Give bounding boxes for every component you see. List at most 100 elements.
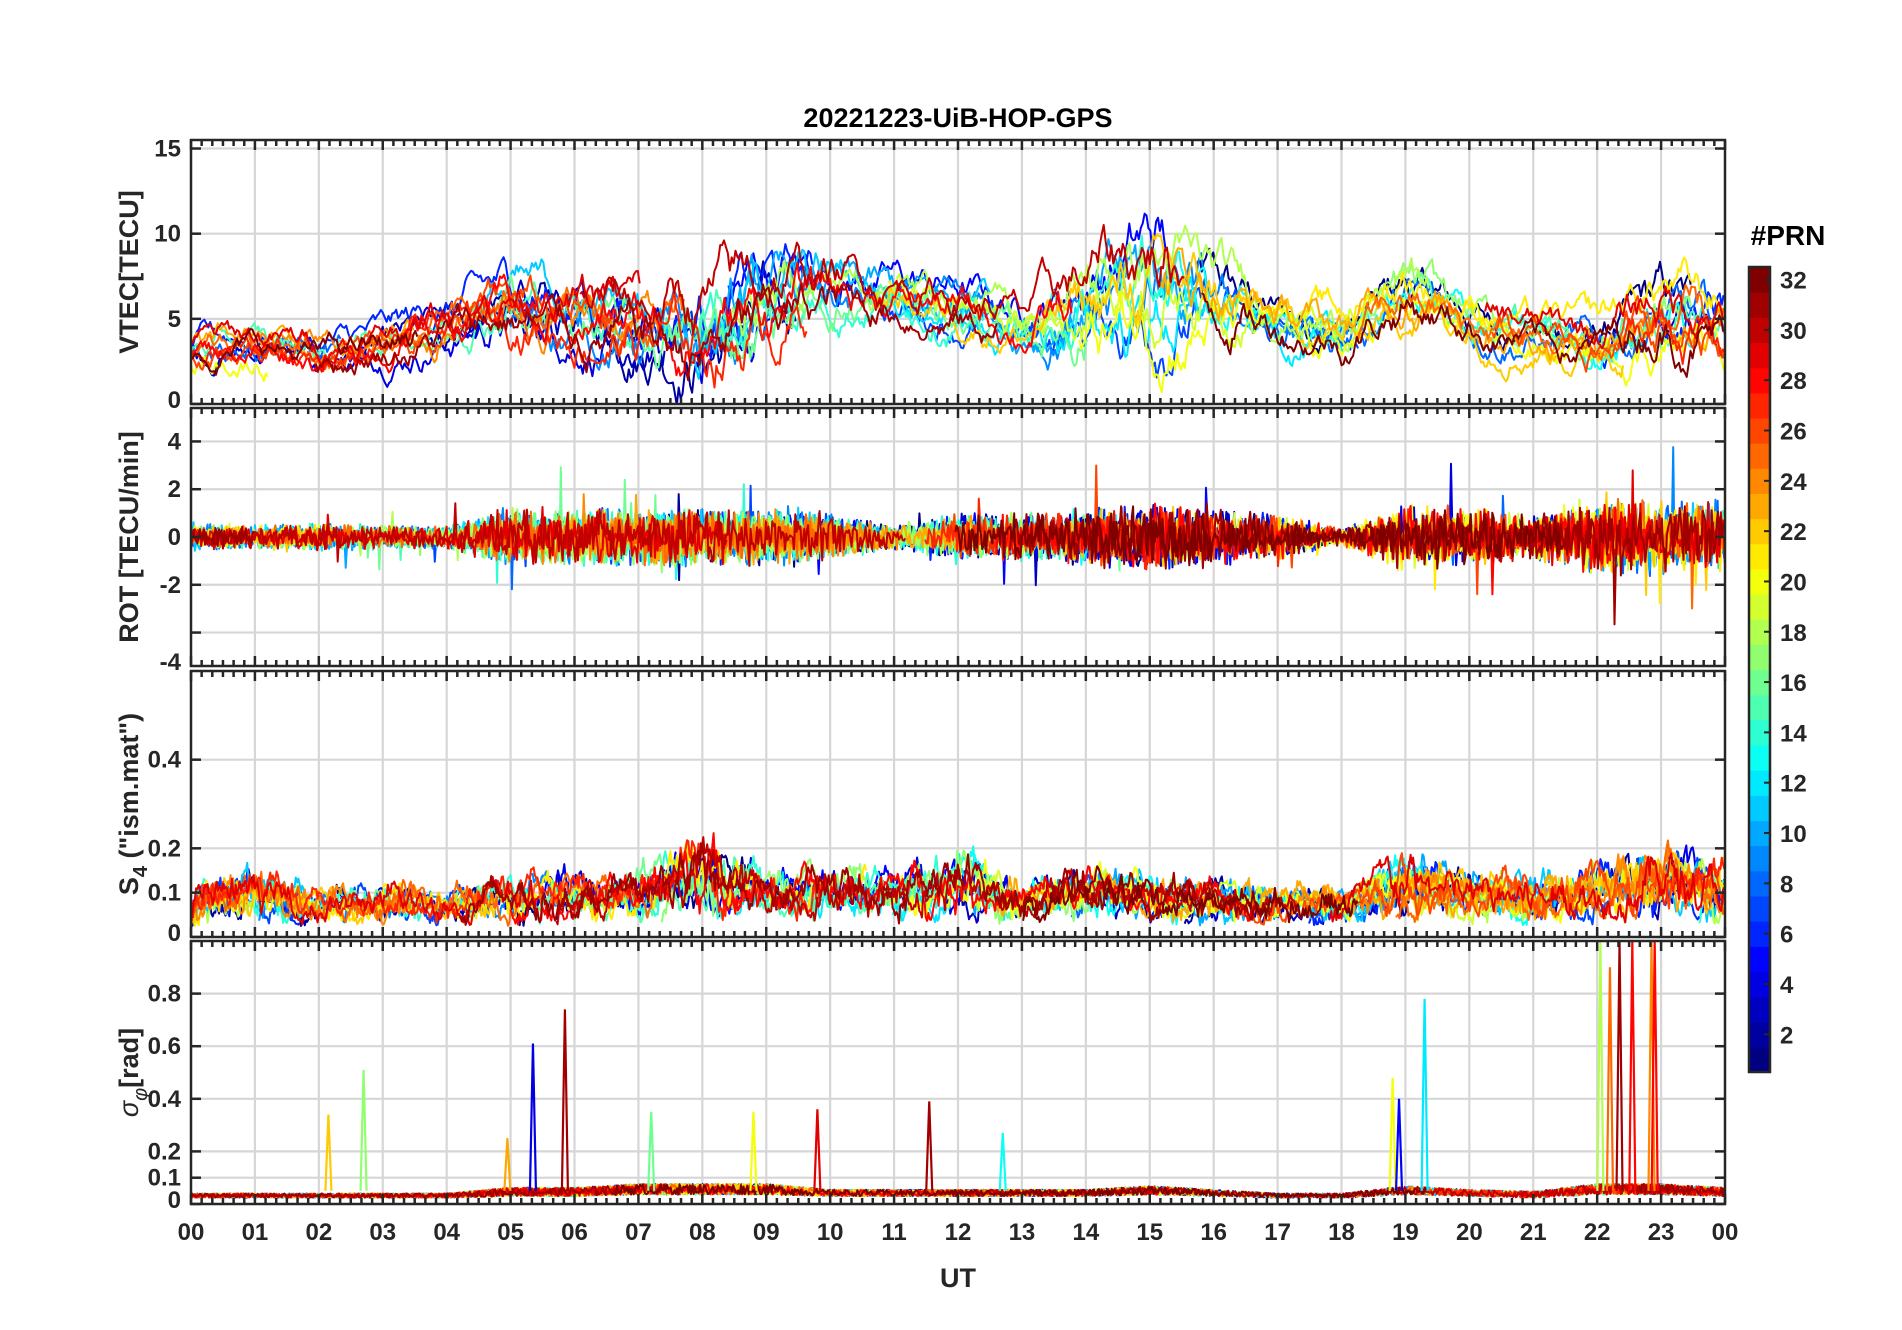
- y-axis-label-s4: S4 ("ism.mat"): [114, 713, 152, 895]
- x-tick-label: 15: [1136, 1219, 1163, 1246]
- x-tick-label: 00: [1712, 1219, 1739, 1246]
- colorbar-swatch-prn-11: [1749, 795, 1770, 822]
- spike-mark: [560, 1009, 570, 1191]
- series-prn-30: [579, 224, 1185, 335]
- colorbar-tick-label: 18: [1780, 620, 1807, 647]
- x-tick-label: 22: [1584, 1219, 1611, 1246]
- x-tick-label: 16: [1200, 1219, 1227, 1246]
- panel-sigma_phi: 00.10.2 0.4 0.6 0.8 σφ[rad]: [114, 939, 1727, 1214]
- x-tick-label: 13: [1009, 1219, 1036, 1246]
- y-tick-label: 0: [168, 1187, 181, 1214]
- series-prn-19: [887, 272, 1361, 349]
- series-prn-20: [1078, 290, 1725, 393]
- y-tick-label: -2: [160, 572, 181, 599]
- series-prn-29: [1484, 285, 1725, 350]
- colorbar-swatch-prn-3: [1749, 996, 1770, 1023]
- y-label-rest: ("ism.mat"): [114, 713, 144, 866]
- colorbar-tick-label: 20: [1780, 569, 1807, 596]
- panel-vtec: 0 5 10 15 VTEC[TECU]: [114, 136, 1727, 414]
- y-label-main: S: [114, 877, 144, 895]
- colorbar-swatch-prn-19: [1749, 594, 1770, 620]
- grid-sigma_phi: [191, 941, 1725, 1204]
- series-prn-26: [1236, 852, 1725, 926]
- colorbar-swatch-prn-14: [1749, 719, 1770, 746]
- series-prn-31: [458, 842, 1271, 926]
- colorbar-swatch-prn-16: [1749, 669, 1770, 696]
- x-tick-label: 09: [753, 1219, 780, 1246]
- y-tick-label: -4: [160, 649, 182, 676]
- y-tick-label: 0.8: [148, 981, 181, 1008]
- x-tick-label: 08: [689, 1219, 716, 1246]
- x-tick-label: 01: [242, 1219, 269, 1246]
- colorbar-swatch-prn-28: [1749, 367, 1770, 394]
- spike-mark: [1605, 967, 1615, 1191]
- series-prn-32: [954, 505, 1564, 570]
- y-tick-label: 0.4: [148, 747, 182, 774]
- colorbar-swatch-prn-6: [1749, 921, 1770, 947]
- x-tick-label: 05: [497, 1219, 524, 1246]
- x-tick-label: 11: [881, 1219, 906, 1246]
- series-prn-31: [314, 283, 998, 382]
- y-axis-label-vtec: VTEC[TECU]: [114, 190, 144, 354]
- colorbar-tick-label: 2: [1780, 1022, 1793, 1049]
- x-tick-label: 21: [1520, 1219, 1547, 1246]
- series-sigma_phi: [191, 941, 1725, 1199]
- spike-mark: [1394, 1098, 1404, 1191]
- y-tick-label: 0.1: [148, 880, 181, 907]
- colorbar-tick-label: 4: [1780, 972, 1794, 999]
- y-tick-label: 4: [168, 428, 182, 455]
- spike-mark: [1615, 941, 1624, 1191]
- colorbar-swatch-prn-32: [1749, 267, 1770, 293]
- series-prn-18: [731, 224, 1430, 353]
- x-axis-label: UT: [940, 1263, 976, 1293]
- series-prn-27: [1656, 856, 1725, 906]
- colorbar-tick-label: 10: [1780, 821, 1807, 848]
- y-tick-label: 0: [168, 920, 181, 947]
- y-tick-label: 0.1: [148, 1165, 181, 1192]
- colorbar-swatch-prn-2: [1749, 1021, 1770, 1048]
- series-prn-32: [191, 328, 419, 376]
- colorbar-swatch-prn-9: [1749, 845, 1770, 872]
- y-axis-label-sigma_phi: σφ[rad]: [114, 1028, 152, 1117]
- colorbar-swatch-prn-29: [1749, 342, 1770, 369]
- x-tick-label: 18: [1328, 1219, 1355, 1246]
- y-label-rest: [rad]: [114, 1028, 144, 1088]
- series-prn-32: [1022, 865, 1359, 924]
- tick-marks-vtec: [189, 140, 1727, 406]
- colorbar-swatch-prn-31: [1749, 292, 1770, 318]
- series-prn-22: [874, 233, 1624, 383]
- series-prn-25: [191, 870, 654, 927]
- spike-mark: [749, 1111, 758, 1191]
- y-tick-label: 0.4: [148, 1086, 182, 1113]
- colorbar-swatch-prn-20: [1749, 568, 1770, 595]
- colorbar-swatch-prn-24: [1749, 468, 1770, 495]
- tick-marks-rot: [189, 408, 1727, 666]
- colorbar-swatch-prn-17: [1749, 644, 1770, 671]
- series-prn-31: [191, 1185, 617, 1199]
- series-prn-30: [555, 836, 1299, 926]
- colorbar-tick-label: 24: [1780, 469, 1807, 496]
- x-tick-label: 23: [1648, 1219, 1675, 1246]
- colorbar-swatch-prn-7: [1749, 895, 1770, 922]
- x-tick-label: 20: [1456, 1219, 1483, 1246]
- x-tick-label: 17: [1264, 1219, 1291, 1246]
- spike-mark: [998, 1132, 1007, 1191]
- series-prn-28: [192, 262, 1073, 377]
- tick-marks-s4: [189, 671, 1727, 939]
- colorbar-title: #PRN: [1751, 220, 1826, 251]
- y-tick-label: 0: [168, 387, 181, 414]
- colorbar-swatch-prn-22: [1749, 518, 1770, 545]
- x-tick-label: 19: [1392, 1219, 1419, 1246]
- x-tick-label: 02: [305, 1219, 332, 1246]
- colorbar-swatch-prn-21: [1749, 543, 1770, 570]
- colorbar-tick-label: 28: [1780, 368, 1807, 395]
- series-vtec: [191, 212, 1725, 404]
- spike-mark: [1628, 941, 1637, 1191]
- colorbar-tick-label: 6: [1780, 922, 1793, 949]
- spike-mark: [324, 1114, 333, 1191]
- y-tick-label: 0: [168, 524, 181, 551]
- colorbar-swatch-prn-30: [1749, 317, 1770, 344]
- colorbar-tick-label: 12: [1780, 771, 1807, 798]
